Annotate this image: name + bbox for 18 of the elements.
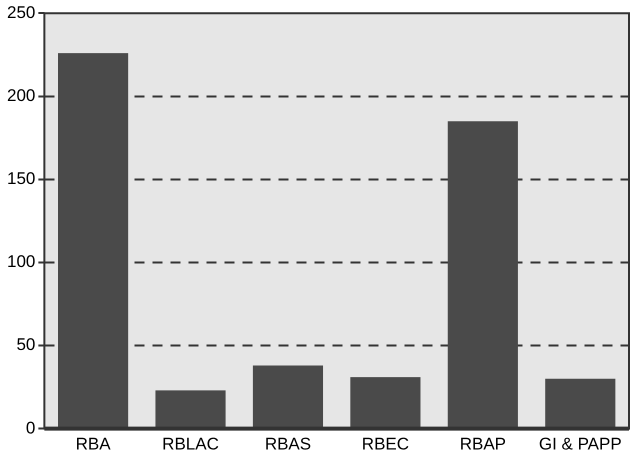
bar (252, 365, 324, 428)
bar (545, 378, 616, 428)
x-tick-label: RBAP (460, 434, 506, 454)
bar (448, 121, 518, 428)
y-tick-label: 100 (6, 252, 36, 272)
y-tick-label: 0 (26, 418, 36, 438)
x-tick-label: RBA (76, 434, 112, 454)
bar (155, 390, 226, 428)
y-tick-label: 150 (6, 169, 36, 188)
y-tick-label: 200 (6, 86, 36, 105)
x-tick-label: RBEC (362, 434, 410, 454)
x-tick-label: RBAS (264, 434, 312, 454)
bar (350, 377, 420, 428)
x-tick-label: GI & PAPP (538, 434, 622, 454)
y-tick-label: 50 (16, 335, 36, 354)
bar (58, 53, 128, 428)
x-tick-label: RBLAC (162, 434, 219, 454)
y-tick-label: 250 (6, 2, 36, 22)
